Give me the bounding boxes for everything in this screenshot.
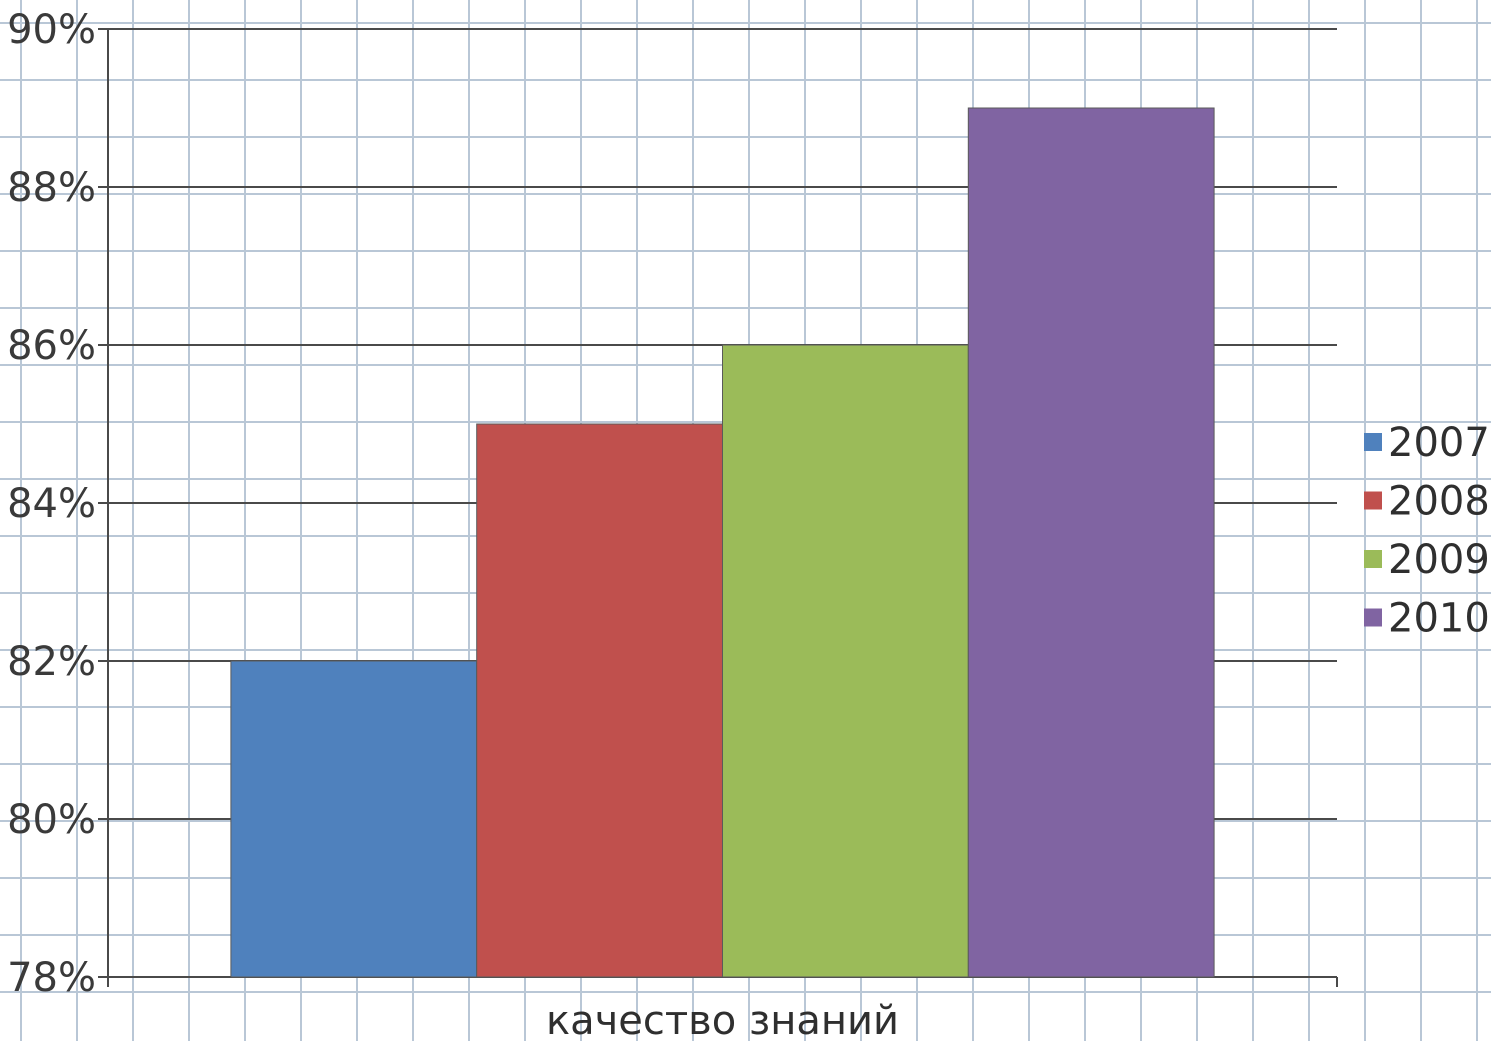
y-tick-label: 84%	[7, 481, 96, 527]
y-tick-label: 80%	[7, 797, 96, 843]
legend-swatch-2010	[1364, 608, 1382, 627]
legend-label-2007: 2007	[1388, 420, 1490, 466]
legend-label-2009: 2009	[1388, 537, 1490, 583]
legend: 2007 2008 2009 2010	[1364, 420, 1490, 642]
y-tick-label: 88%	[7, 165, 96, 211]
legend-label-2010: 2010	[1388, 596, 1490, 642]
legend-swatch-2009	[1364, 550, 1382, 568]
bar-2009	[722, 344, 969, 978]
y-tick-label: 82%	[7, 639, 96, 685]
legend-swatch-2007	[1364, 433, 1382, 451]
bar-2007	[230, 660, 478, 978]
bar-2010	[967, 107, 1215, 978]
bar-2008	[476, 423, 724, 978]
x-category-labels: качество знаний	[546, 998, 899, 1041]
y-tick-label: 86%	[7, 323, 96, 369]
legend-label-2008: 2008	[1388, 479, 1490, 525]
y-axis	[98, 28, 1338, 987]
y-tick-labels: 78% 80% 82% 84% 86% 88% 90%	[7, 7, 96, 1001]
y-tick-label: 78%	[7, 955, 96, 1001]
y-tick-label: 90%	[7, 7, 96, 53]
x-category-label: качество знаний	[546, 998, 899, 1041]
bars	[230, 107, 1215, 978]
legend-swatch-2008	[1364, 491, 1382, 510]
